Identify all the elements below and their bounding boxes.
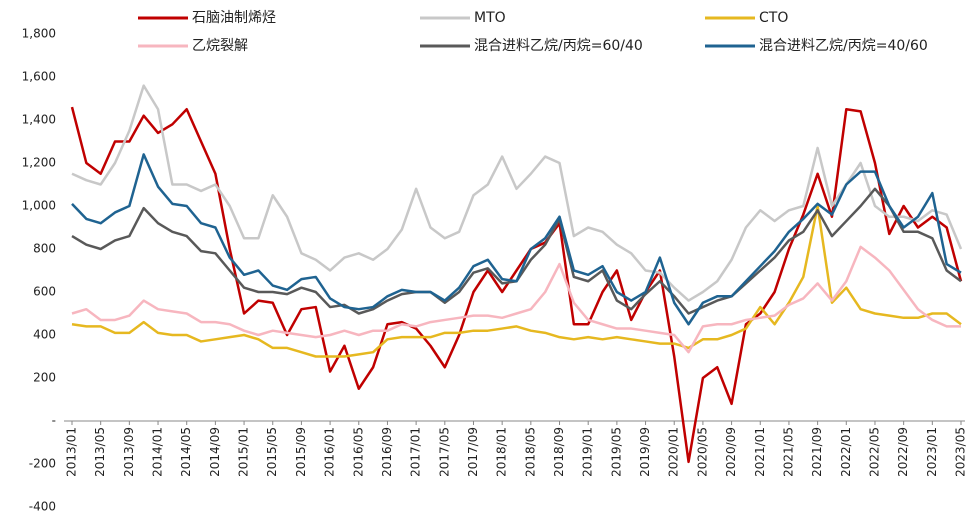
x-tick-label: 2020/05 xyxy=(695,427,709,477)
x-tick-label: 2017/01 xyxy=(409,427,423,477)
series-line xyxy=(71,153,962,326)
legend-label: CTO xyxy=(759,10,788,26)
y-tick-label: 600 xyxy=(33,285,56,299)
x-tick-label: 2014/01 xyxy=(151,427,165,477)
y-tick-label: -400 xyxy=(29,500,56,513)
x-tick-label: 2013/09 xyxy=(122,427,136,477)
y-tick-label: 1,200 xyxy=(22,156,56,170)
x-tick-label: 2019/09 xyxy=(638,427,652,477)
x-tick-label: 2016/01 xyxy=(323,427,337,477)
y-tick-label: 1,600 xyxy=(22,70,56,84)
x-tick-label: 2022/09 xyxy=(896,427,910,477)
x-tick-label: 2018/09 xyxy=(552,427,566,477)
y-tick-label: - xyxy=(52,414,56,428)
x-tick-label: 2020/09 xyxy=(724,427,738,477)
legend-label: 石脑油制烯烃 xyxy=(192,10,276,26)
x-tick-label: 2016/05 xyxy=(351,427,365,477)
series-line xyxy=(70,106,963,464)
x-tick-label: 2021/05 xyxy=(781,427,795,477)
x-tick-label: 2015/05 xyxy=(265,427,279,477)
legend-label: MTO xyxy=(474,10,506,26)
x-tick-label: 2014/09 xyxy=(208,427,222,477)
x-tick-label: 2023/05 xyxy=(954,427,967,477)
x-tick-label: 2022/01 xyxy=(839,427,853,477)
x-tick-label: 2017/05 xyxy=(437,427,451,477)
series-line xyxy=(71,204,962,358)
legend-label: 混合进料乙烷/丙烷=60/40 xyxy=(474,38,643,54)
x-tick-label: 2013/01 xyxy=(65,427,79,477)
x-tick-label: 2018/05 xyxy=(523,427,537,477)
x-tick-label: 2021/09 xyxy=(810,427,824,477)
y-tick-label: -200 xyxy=(29,457,56,471)
x-tick-label: 2015/01 xyxy=(237,427,251,477)
legend-label: 混合进料乙烷/丙烷=40/60 xyxy=(759,38,928,54)
legend-label: 乙烷裂解 xyxy=(192,38,248,54)
x-tick-label: 2020/01 xyxy=(667,427,681,477)
x-tick-label: 2015/09 xyxy=(294,427,308,477)
x-tick-label: 2014/05 xyxy=(179,427,193,477)
x-tick-label: 2021/01 xyxy=(753,427,767,477)
y-tick-label: 1,000 xyxy=(22,199,56,213)
x-tick-label: 2019/05 xyxy=(609,427,623,477)
x-tick-label: 2013/05 xyxy=(93,427,107,477)
y-tick-label: 800 xyxy=(33,242,56,256)
series-line xyxy=(71,245,961,354)
series-line xyxy=(71,84,963,302)
x-tick-label: 2016/09 xyxy=(380,427,394,477)
x-tick-label: 2018/01 xyxy=(495,427,509,477)
y-tick-label: 1,400 xyxy=(22,113,56,127)
x-tick-label: 2017/09 xyxy=(466,427,480,477)
y-tick-label: 200 xyxy=(33,371,56,385)
y-tick-label: 400 xyxy=(33,328,56,342)
y-tick-label: 1,800 xyxy=(22,27,56,41)
x-tick-label: 2019/01 xyxy=(581,427,595,477)
x-tick-label: 2022/05 xyxy=(867,427,881,477)
x-tick-label: 2023/01 xyxy=(925,427,939,477)
